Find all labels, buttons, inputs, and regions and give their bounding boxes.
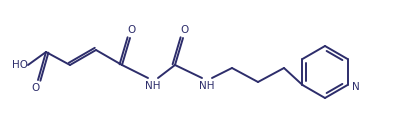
Text: O: O bbox=[32, 83, 40, 93]
Text: NH: NH bbox=[145, 81, 160, 91]
Text: HO: HO bbox=[12, 60, 28, 70]
Text: N: N bbox=[350, 82, 358, 92]
Text: O: O bbox=[128, 25, 136, 35]
Text: NH: NH bbox=[199, 81, 214, 91]
Text: O: O bbox=[180, 25, 188, 35]
